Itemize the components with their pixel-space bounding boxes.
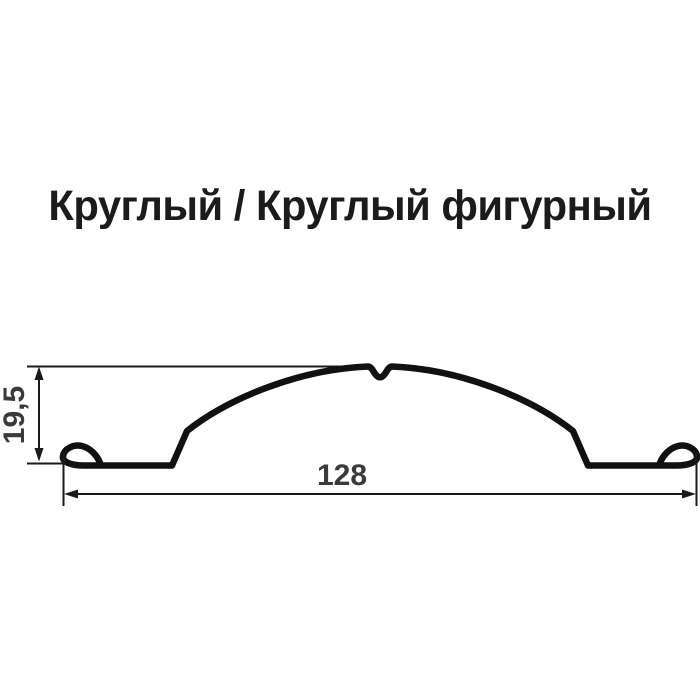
profile-outline-path xyxy=(59,363,700,469)
height-dimension-label: 19,5 xyxy=(0,385,31,445)
width-dim-arrow-left-icon xyxy=(64,489,78,499)
page-title: Круглый / Круглый фигурный xyxy=(48,182,652,230)
width-dim-arrow-right-icon xyxy=(682,489,696,499)
width-dimension-label: 128 xyxy=(316,459,368,492)
height-dim-arrow-down-icon xyxy=(34,448,44,462)
height-dim-arrow-up-icon xyxy=(34,366,44,380)
